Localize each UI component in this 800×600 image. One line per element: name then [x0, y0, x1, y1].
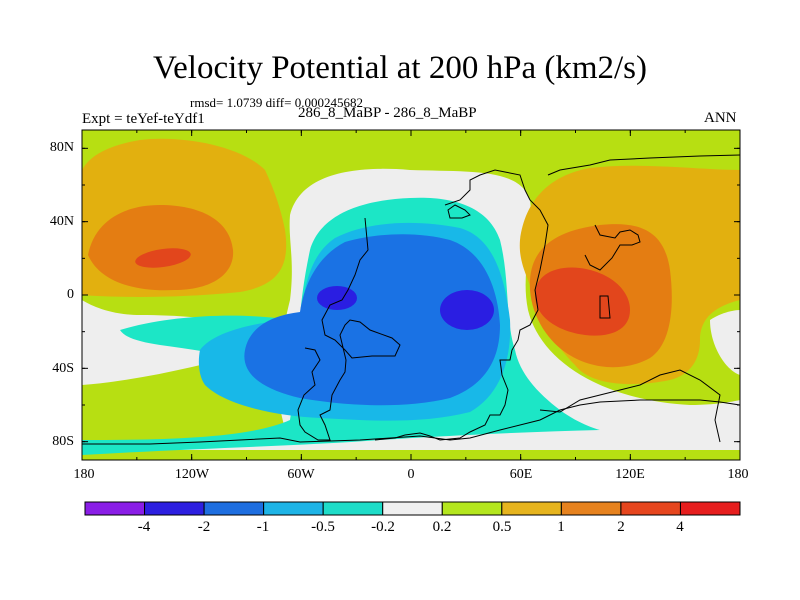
coastline-south-america	[297, 217, 401, 441]
contour-fills	[82, 130, 740, 460]
fill-min-africa	[440, 290, 494, 330]
colorbar-label-10: 4	[676, 519, 684, 535]
coastline-india	[584, 224, 641, 271]
x-tick-label-60W: 60W	[287, 467, 315, 482]
colorbar-label-8: 1	[557, 519, 565, 535]
fill-min-south-america	[317, 286, 357, 310]
y-tick-label-80S: 80S	[52, 434, 74, 449]
coastline-africa	[374, 169, 549, 441]
x-tick-label-120W: 120W	[174, 467, 210, 482]
x-tick-label-0: 0	[407, 467, 415, 482]
colorbar-label-7: 0.5	[492, 519, 512, 535]
y-tick-label-40S: 40S	[52, 361, 74, 376]
x-tick-label-120E: 120E	[615, 467, 645, 482]
colorbar-label-5: -0.2	[371, 519, 395, 535]
season-label: ANN	[704, 110, 737, 126]
rmsd-diff-label: rmsd= 1.0739 diff= 0.000245682	[190, 95, 363, 110]
colorbar-label-4: -0.5	[311, 519, 335, 535]
fill-negative-1	[244, 234, 500, 406]
x-tick-label-180-east: 180	[727, 467, 749, 482]
x-tick-label-180-west: 180	[73, 467, 95, 482]
chart-title: Velocity Potential at 200 hPa (km2/s)	[152, 50, 648, 86]
fill-max-indian-ocean	[535, 267, 630, 336]
case-label: 286_8_MaBP - 286_8_MaBP	[298, 105, 477, 121]
y-tick-label-80N: 80N	[49, 140, 74, 155]
fill-neutral-east	[710, 310, 740, 375]
axis-ticks	[81, 130, 741, 460]
coastline-antarctica	[82, 399, 741, 445]
coastlines	[82, 154, 741, 445]
colorbar-label-9: 2	[617, 519, 625, 535]
y-tick-label-40N: 40N	[49, 214, 74, 229]
y-tick-label-0: 0	[67, 287, 74, 302]
coastline-indian-ocean-east	[539, 369, 721, 443]
colorbar-label-6: 0.2	[432, 519, 452, 535]
x-tick-label-60E: 60E	[509, 467, 533, 482]
coastline-small-islands	[447, 204, 471, 219]
coastline-australia	[599, 295, 611, 319]
coastline-asia	[547, 154, 741, 176]
colorbar-label-3: -1	[256, 519, 270, 535]
fill-max-west-pacific	[135, 248, 191, 268]
colorbar-label-1: -4	[137, 519, 151, 535]
colorbar-label-2: -2	[197, 519, 211, 535]
experiment-label: Expt = teYef-teYdf1	[82, 111, 205, 127]
fill-positive-1-west	[88, 205, 234, 291]
